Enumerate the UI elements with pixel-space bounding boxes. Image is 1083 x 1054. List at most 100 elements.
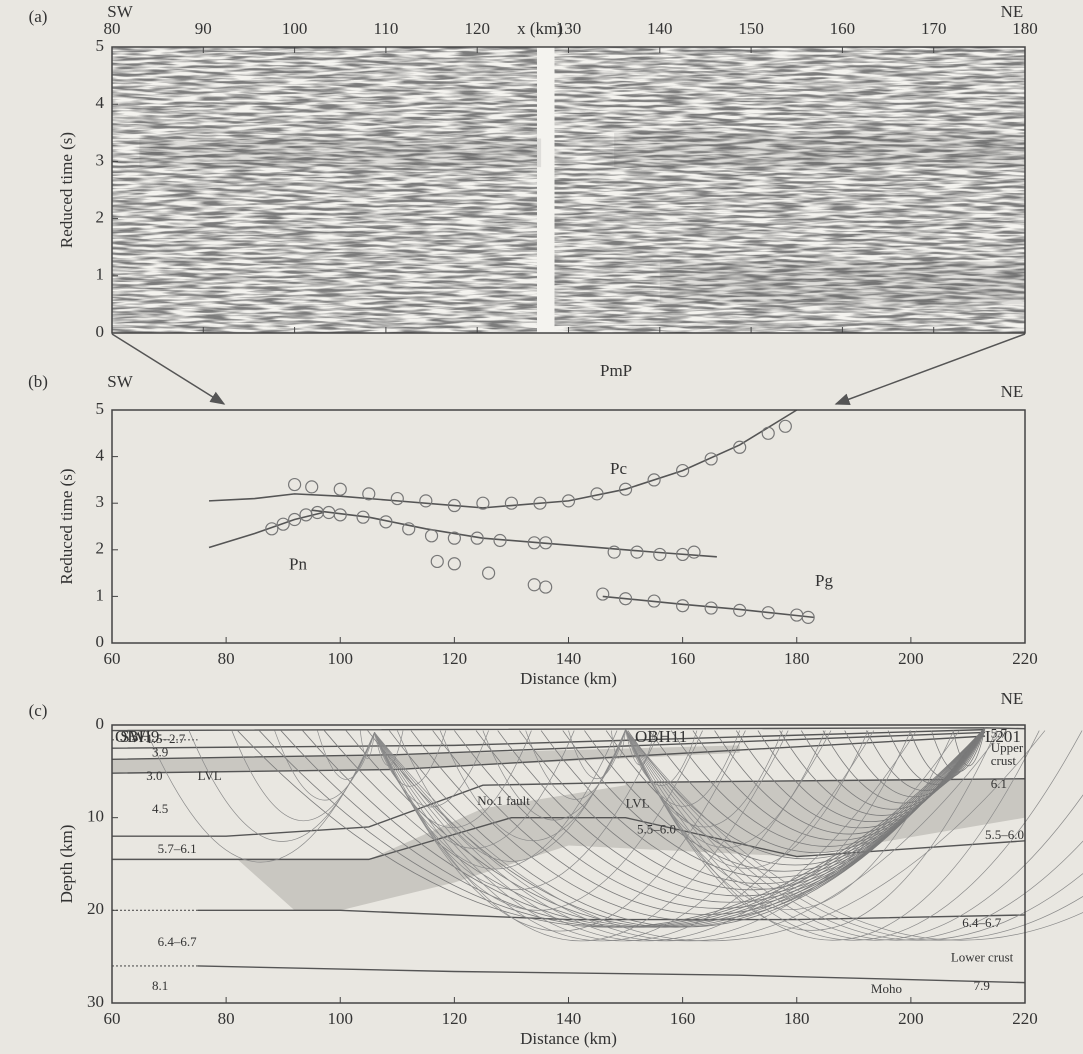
- ray: [625, 729, 1083, 941]
- x-tick-label: 100: [328, 1009, 354, 1028]
- ray: [439, 729, 626, 842]
- x-tick-label: 140: [647, 19, 673, 38]
- pick-circle: [390, 491, 404, 506]
- x-tick-label: 60: [104, 649, 121, 668]
- rays: [145, 727, 1083, 942]
- region-label: 6.1: [991, 776, 1007, 791]
- phase-label: PmP: [600, 361, 632, 380]
- station-label: OBH11: [635, 727, 687, 746]
- ray: [374, 730, 832, 942]
- pick-circle: [504, 496, 519, 510]
- ray: [625, 729, 1083, 941]
- ray: [625, 729, 997, 931]
- seismic-traces: [112, 47, 537, 333]
- pick-circle: [362, 487, 376, 501]
- zoom-arrow: [111, 333, 226, 405]
- pick-circle: [305, 480, 319, 494]
- pick-circle: [447, 531, 461, 545]
- y-tick-label: 2: [96, 539, 105, 558]
- ray: [374, 730, 789, 942]
- x-tick-label: 60: [104, 1009, 121, 1028]
- ray: [844, 727, 986, 798]
- y-tick-label: 4: [96, 93, 105, 112]
- pick-circle: [676, 463, 690, 478]
- pick-circle: [618, 592, 633, 606]
- ray: [714, 727, 986, 835]
- x-tick-label: 200: [898, 1009, 924, 1028]
- y-tick-label: 0: [96, 714, 105, 733]
- fit-curve: [311, 509, 717, 558]
- ray: [374, 730, 703, 911]
- ray: [625, 729, 1040, 941]
- x-tick-label: 100: [282, 19, 308, 38]
- x-tick-label: 180: [1012, 19, 1038, 38]
- ray: [625, 729, 1083, 941]
- region-label: 5.5–6.0: [637, 822, 676, 837]
- ray: [625, 729, 1083, 941]
- x-tick-label: 120: [442, 1009, 468, 1028]
- direction-label: SW: [107, 2, 133, 21]
- region-label: 6.4–6.7: [962, 915, 1002, 930]
- ray: [317, 730, 375, 780]
- seismic-traces: [554, 47, 1025, 333]
- zoom-arrow: [834, 333, 1026, 405]
- moho: [197, 965, 1026, 984]
- ray: [374, 730, 960, 942]
- pick-circle: [653, 547, 667, 562]
- layer-boundary: [112, 816, 1026, 861]
- layer-boundary: [111, 731, 986, 760]
- x-tick-label: 140: [556, 1009, 582, 1028]
- region-label: Upper: [991, 740, 1024, 755]
- ray: [374, 730, 1046, 942]
- y-tick-label: 3: [96, 492, 105, 511]
- region-label: 8.1: [152, 978, 168, 993]
- x-tick-label: 160: [670, 1009, 696, 1028]
- x-tick-label: 170: [921, 19, 947, 38]
- reflection-band: [139, 138, 542, 168]
- pick-circle: [761, 426, 775, 440]
- y-tick-label: 1: [96, 265, 105, 284]
- pick-circle: [733, 440, 747, 454]
- ray: [735, 727, 986, 829]
- region-label: 5.7: [991, 725, 1008, 740]
- region-label: 6.4–6.7: [158, 934, 198, 949]
- pick-circle: [265, 522, 279, 536]
- pick-circle: [561, 494, 576, 508]
- y-tick-label: 30: [87, 992, 104, 1011]
- pick-circle: [356, 510, 370, 524]
- ray: [800, 727, 986, 810]
- fit-curve: [208, 511, 324, 549]
- x-tick-label: 150: [738, 19, 764, 38]
- x-axis-label: x (km): [517, 19, 563, 38]
- region-label: 5.7–6.1: [158, 841, 197, 856]
- y-axis-label: Reduced time (s): [57, 468, 76, 584]
- y-tick-label: 4: [96, 446, 105, 465]
- ray: [374, 730, 875, 942]
- ray: [952, 727, 986, 767]
- pick-circle: [470, 531, 484, 545]
- x-tick-label: 220: [1012, 1009, 1038, 1028]
- region-label: crust: [991, 753, 1017, 768]
- y-tick-label: 0: [96, 632, 105, 651]
- ray: [625, 729, 1083, 941]
- panel-label: (b): [28, 372, 48, 391]
- pick-circle: [288, 512, 302, 527]
- pick-circle: [333, 508, 347, 522]
- x-tick-label: 180: [784, 1009, 810, 1028]
- ray: [231, 730, 375, 822]
- ray: [374, 730, 447, 787]
- panel-label: (c): [29, 701, 48, 720]
- y-tick-label: 20: [87, 899, 104, 918]
- fit-curve: [602, 595, 814, 619]
- pick-circle: [493, 533, 507, 548]
- ray: [374, 730, 489, 808]
- ray: [866, 727, 986, 791]
- pick-circle: [539, 580, 553, 594]
- x-axis-label: Distance (km): [520, 669, 617, 688]
- pick-circle: [761, 606, 775, 620]
- y-tick-label: 0: [96, 322, 105, 341]
- fit-curve: [208, 409, 798, 509]
- pick-circle: [533, 496, 547, 510]
- ray: [779, 727, 986, 816]
